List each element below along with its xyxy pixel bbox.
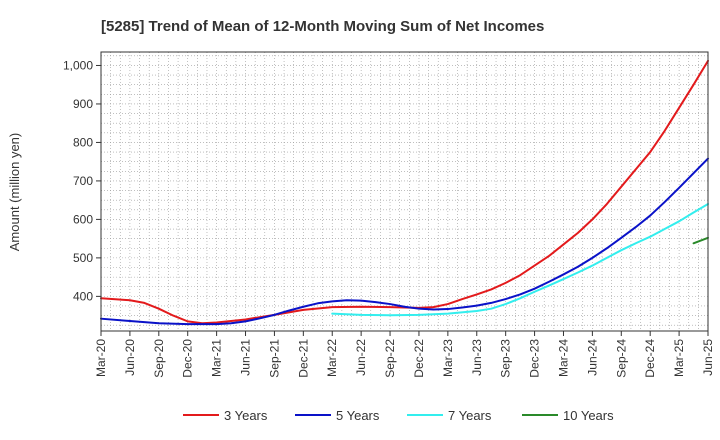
y-axis-ticks: 400 500 600 700 800 900 1,000 [63, 58, 101, 303]
x-tick-label: Jun-24 [585, 339, 599, 376]
x-tick-label: Jun-23 [470, 339, 484, 376]
legend: 3 Years 5 Years 7 Years 10 Years [183, 408, 614, 423]
series-lines [100, 59, 709, 326]
legend-label: 10 Years [563, 408, 614, 423]
x-tick-label: Dec-22 [412, 339, 426, 378]
series-line-3-years [100, 59, 709, 325]
x-tick-label: Mar-20 [94, 339, 108, 377]
y-tick-label: 500 [73, 251, 93, 265]
x-tick-label: Mar-25 [672, 339, 686, 377]
x-tick-label: Sep-23 [499, 339, 513, 378]
y-tick-label: 1,000 [63, 58, 93, 72]
x-tick-label: Jun-21 [239, 339, 253, 376]
x-tick-label: Mar-23 [441, 339, 455, 377]
series-line-10-years [692, 236, 709, 245]
x-axis-ticks: Mar-20 Jun-20 Sep-20 Dec-20 Mar-21 Jun-21 Sep-… [94, 331, 715, 378]
legend-label: 3 Years [224, 408, 268, 423]
x-tick-label: Dec-24 [643, 339, 657, 378]
series-line-5-years [100, 157, 709, 326]
x-tick-label: Dec-21 [296, 339, 310, 378]
x-tick-label: Sep-21 [267, 339, 281, 378]
y-tick-label: 600 [73, 212, 93, 226]
x-tick-label: Jun-25 [701, 339, 715, 376]
x-tick-label: Mar-22 [325, 339, 339, 377]
y-axis-label: Amount (million yen) [7, 133, 22, 252]
y-tick-label: 700 [73, 174, 93, 188]
y-tick-label: 400 [73, 289, 93, 303]
x-tick-label: Sep-20 [152, 339, 166, 378]
x-tick-label: Mar-24 [556, 339, 570, 377]
legend-label: 7 Years [448, 408, 492, 423]
y-tick-label: 900 [73, 97, 93, 111]
x-tick-label: Dec-20 [181, 339, 195, 378]
y-tick-label: 800 [73, 135, 93, 149]
legend-label: 5 Years [336, 408, 380, 423]
series-line-7-years [331, 203, 709, 317]
grid [100, 52, 709, 331]
x-tick-label: Mar-21 [210, 339, 224, 377]
x-tick-label: Sep-22 [383, 339, 397, 378]
chart-title: [5285] Trend of Mean of 12-Month Moving … [101, 18, 544, 35]
x-tick-label: Sep-24 [614, 339, 628, 378]
plot-frame [100, 51, 709, 332]
x-tick-label: Jun-20 [123, 339, 137, 376]
x-tick-label: Dec-23 [528, 339, 542, 378]
x-tick-label: Jun-22 [354, 339, 368, 376]
